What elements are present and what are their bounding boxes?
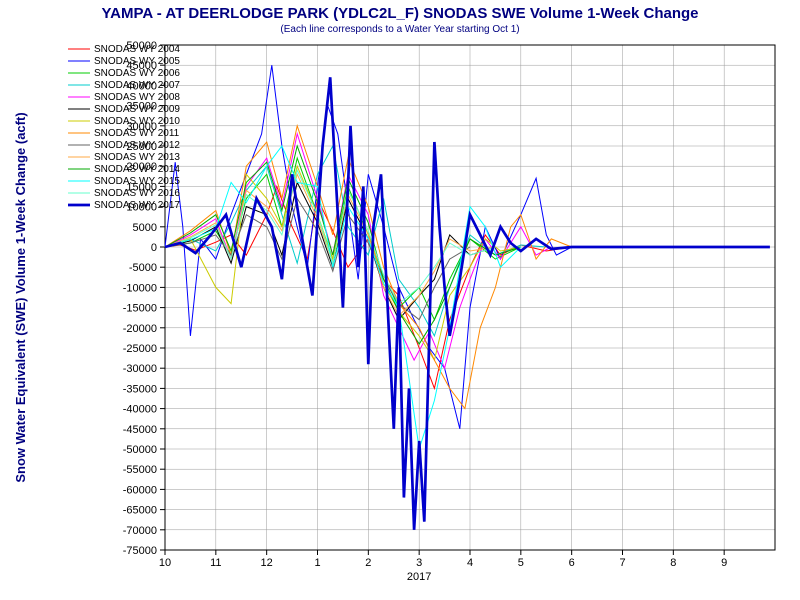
- xtick-label: 12: [261, 557, 273, 569]
- xtick-label: 4: [467, 557, 473, 569]
- legend-label: SNODAS WY 2017: [94, 200, 180, 211]
- ytick-label: -60000: [123, 484, 157, 496]
- xtick-label: 11: [210, 557, 221, 569]
- ytick-label: -20000: [123, 323, 157, 335]
- ytick-label: 5000: [133, 222, 157, 234]
- ytick-label: -40000: [123, 404, 157, 416]
- chart-container: YAMPA - AT DEERLODGE PARK (YDLC2L_F) SNO…: [0, 0, 800, 600]
- xtick-label: 10: [159, 557, 171, 569]
- xtick-label: 1: [314, 557, 320, 569]
- legend-label: SNODAS WY 2015: [94, 176, 180, 187]
- xtick-label: 9: [721, 557, 727, 569]
- legend-label: SNODAS WY 2008: [94, 92, 180, 103]
- ytick-label: -5000: [129, 262, 157, 274]
- ytick-label: -30000: [123, 363, 157, 375]
- chart-svg: YAMPA - AT DEERLODGE PARK (YDLC2L_F) SNO…: [0, 0, 800, 600]
- legend-label: SNODAS WY 2016: [94, 188, 180, 199]
- xtick-label: 5: [518, 557, 524, 569]
- legend-label: SNODAS WY 2007: [94, 80, 180, 91]
- ytick-label: -15000: [123, 303, 157, 315]
- xtick-label: 7: [619, 557, 625, 569]
- y-axis-label: Snow Water Equivalent (SWE) Volume 1-Wee…: [13, 112, 28, 482]
- xtick-label: 8: [670, 557, 676, 569]
- ytick-label: -35000: [123, 383, 157, 395]
- ytick-label: -70000: [123, 525, 157, 537]
- legend-label: SNODAS WY 2014: [94, 164, 180, 175]
- chart-title: YAMPA - AT DEERLODGE PARK (YDLC2L_F) SNO…: [101, 5, 698, 22]
- legend-label: SNODAS WY 2011: [94, 128, 180, 139]
- legend-label: SNODAS WY 2005: [94, 56, 180, 67]
- ytick-label: -25000: [123, 343, 157, 355]
- ytick-label: -50000: [123, 444, 157, 456]
- xtick-label: 6: [569, 557, 575, 569]
- ytick-label: -55000: [123, 464, 157, 476]
- x-axis-label: 2017: [407, 571, 431, 583]
- ytick-label: 0: [151, 242, 157, 254]
- legend-label: SNODAS WY 2009: [94, 104, 180, 115]
- legend-label: SNODAS WY 2010: [94, 116, 180, 127]
- ytick-label: -45000: [123, 424, 157, 436]
- chart-subtitle: (Each line corresponds to a Water Year s…: [280, 24, 519, 35]
- ytick-label: -10000: [123, 282, 157, 294]
- ytick-label: -75000: [123, 545, 157, 557]
- legend-label: SNODAS WY 2012: [94, 140, 180, 151]
- xtick-label: 2: [365, 557, 371, 569]
- legend-label: SNODAS WY 2004: [94, 44, 180, 55]
- legend-label: SNODAS WY 2013: [94, 152, 180, 163]
- ytick-label: -65000: [123, 505, 157, 517]
- xtick-label: 3: [416, 557, 422, 569]
- legend-label: SNODAS WY 2006: [94, 68, 180, 79]
